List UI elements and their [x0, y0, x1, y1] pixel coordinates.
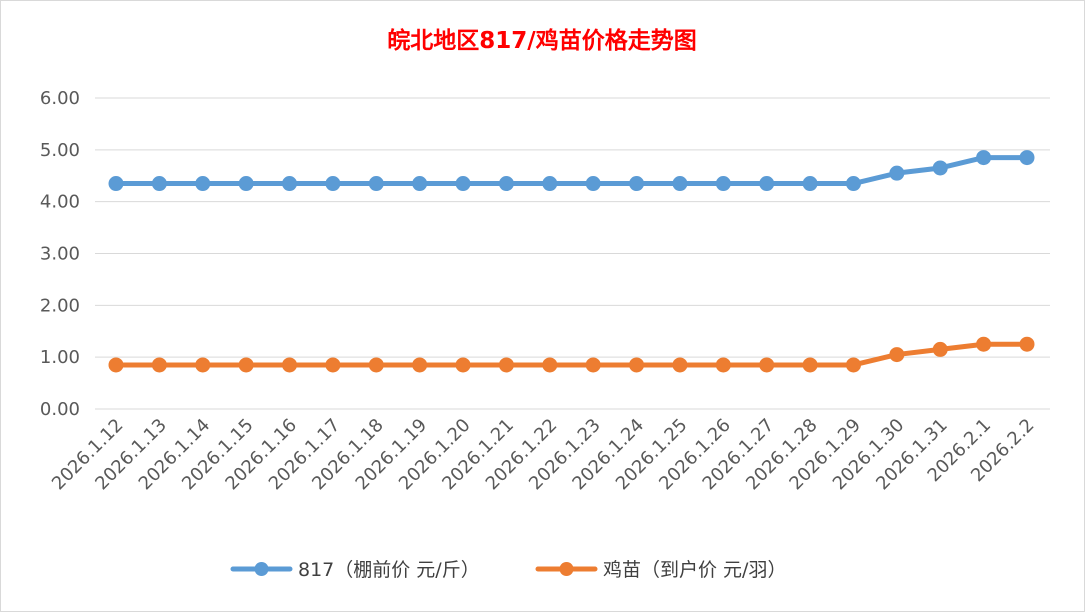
- data-point: [715, 357, 731, 373]
- data-point: [108, 357, 124, 373]
- data-point: [759, 176, 775, 192]
- data-point: [802, 176, 818, 192]
- y-tick-label: 6.00: [40, 88, 80, 109]
- data-point: [932, 341, 948, 357]
- data-point: [325, 176, 341, 192]
- data-point: [151, 176, 167, 192]
- data-point: [282, 176, 298, 192]
- data-point: [759, 357, 775, 373]
- data-point: [238, 357, 254, 373]
- data-point: [889, 347, 905, 363]
- y-tick-label: 0.00: [40, 399, 80, 420]
- y-tick-label: 2.00: [40, 295, 80, 316]
- legend: 817（棚前价 元/斤） 鸡苗（到户价 元/羽）: [230, 559, 786, 581]
- series-line-2: [113, 341, 1030, 368]
- data-point: [802, 357, 818, 373]
- data-point: [108, 176, 124, 192]
- data-point: [151, 357, 167, 373]
- data-point: [845, 176, 861, 192]
- data-point: [542, 176, 558, 192]
- legend-label-1: 817（棚前价 元/斤）: [298, 559, 480, 581]
- data-point: [282, 357, 298, 373]
- legend-label-2: 鸡苗（到户价 元/羽）: [603, 559, 786, 581]
- data-point: [325, 357, 341, 373]
- y-tick-label: 1.00: [40, 347, 80, 368]
- data-point: [542, 357, 558, 373]
- grid-lines: [95, 97, 1050, 410]
- data-point: [672, 176, 688, 192]
- data-point: [976, 150, 992, 166]
- data-point: [412, 176, 428, 192]
- data-point: [715, 176, 731, 192]
- data-point: [845, 357, 861, 373]
- data-point: [1019, 336, 1035, 352]
- legend-marker-2: [559, 562, 574, 576]
- data-point: [1019, 150, 1035, 166]
- data-point: [368, 357, 384, 373]
- chart-title: 皖北地区817/鸡苗价格走势图: [387, 27, 696, 54]
- y-tick-label: 4.00: [40, 192, 80, 213]
- data-point: [498, 176, 514, 192]
- y-tick-label: 5.00: [40, 140, 80, 161]
- data-point: [672, 357, 688, 373]
- data-point: [195, 176, 211, 192]
- data-point: [585, 357, 601, 373]
- data-point: [976, 336, 992, 352]
- data-point: [195, 357, 211, 373]
- series-layer: [108, 150, 1035, 373]
- data-point: [498, 357, 514, 373]
- data-point: [368, 176, 384, 192]
- y-axis-ticks: 0.00 1.00 2.00 3.00 4.00 5.00 6.00: [40, 88, 80, 420]
- data-point: [629, 176, 645, 192]
- data-point: [455, 176, 471, 192]
- data-point: [455, 357, 471, 373]
- data-point: [238, 176, 254, 192]
- legend-marker-1: [254, 562, 269, 576]
- data-point: [889, 165, 905, 181]
- data-point: [932, 160, 948, 176]
- data-point: [629, 357, 645, 373]
- data-point: [412, 357, 428, 373]
- y-tick-label: 3.00: [40, 244, 80, 265]
- data-point: [585, 176, 601, 192]
- series-line-1: [113, 155, 1030, 187]
